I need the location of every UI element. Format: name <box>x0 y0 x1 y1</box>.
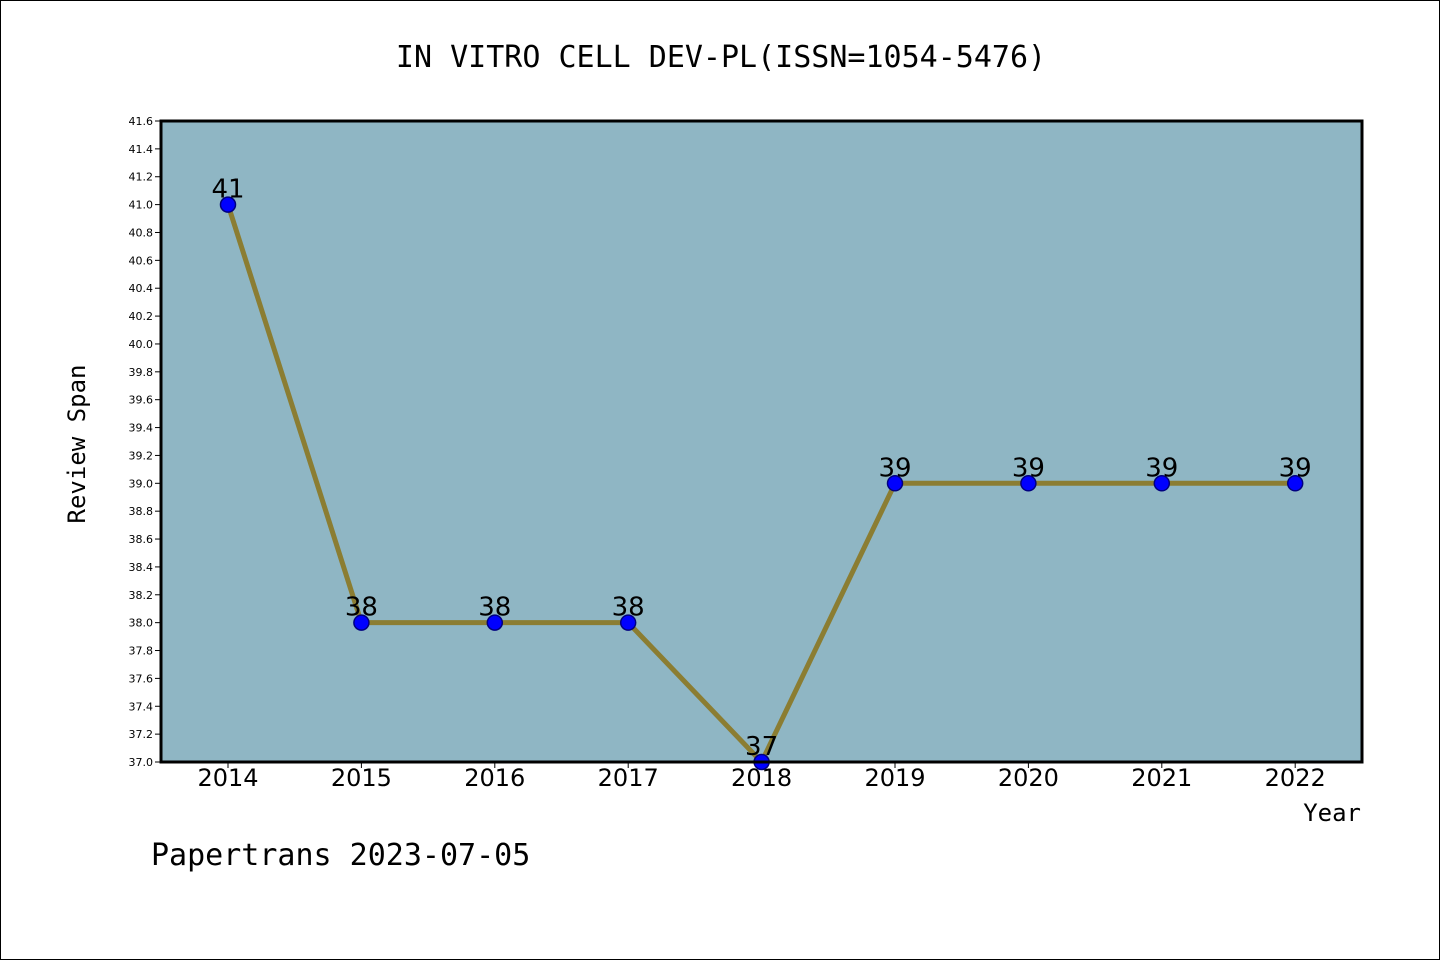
data-label: 39 <box>1012 453 1045 483</box>
data-label: 39 <box>878 453 911 483</box>
y-tick-label: 37.2 <box>129 728 154 741</box>
y-tick-label: 37.8 <box>129 645 154 658</box>
data-point <box>619 614 637 631</box>
data-label: 39 <box>1145 453 1178 483</box>
y-tick-label: 39.0 <box>129 477 154 490</box>
y-tick-label: 40.6 <box>129 254 154 267</box>
y-tick-label: 40.0 <box>129 338 154 351</box>
x-tick-label: 2017 <box>598 764 659 792</box>
plot-border <box>159 119 1364 764</box>
y-tick-label: 38.8 <box>129 505 154 518</box>
y-tick-label: 39.8 <box>129 366 154 379</box>
y-tick-label: 41.6 <box>129 115 154 128</box>
data-label: 38 <box>478 593 511 623</box>
y-tick-label: 38.2 <box>129 589 154 602</box>
x-tick-label: 2022 <box>1265 764 1326 792</box>
y-tick-label: 40.8 <box>129 226 154 239</box>
data-point <box>886 475 904 492</box>
y-tick-label: 37.4 <box>129 700 154 713</box>
y-tick-label: 37.0 <box>129 756 154 769</box>
x-axis-label: Year <box>1303 799 1361 827</box>
x-tick-label: 2019 <box>864 764 925 792</box>
y-tick-label: 41.4 <box>129 143 154 156</box>
data-label: 39 <box>1279 453 1312 483</box>
data-label: 38 <box>612 593 645 623</box>
x-tick-label: 2016 <box>464 764 525 792</box>
y-axis: 37.0 37.2 37.4 37.6 37.8 38.0 38.2 38.4 38.6 38.8… <box>129 115 161 769</box>
x-tick-label: 2021 <box>1131 764 1192 792</box>
footer-credit: Papertrans 2023-07-05 <box>151 838 530 873</box>
y-tick-label: 40.2 <box>129 310 154 323</box>
y-tick-label: 41.0 <box>129 199 154 212</box>
y-tick-label: 41.2 <box>129 171 154 184</box>
data-label: 38 <box>345 593 378 623</box>
data-point <box>1286 475 1304 492</box>
data-point <box>1153 475 1171 492</box>
y-tick-label: 37.6 <box>129 672 154 685</box>
data-point <box>219 196 237 213</box>
data-point <box>353 614 370 631</box>
data-point <box>486 614 504 631</box>
x-tick-label: 2014 <box>197 764 258 792</box>
y-tick-label: 38.0 <box>129 617 154 630</box>
chart-title: IN VITRO CELL DEV-PL(ISSN=1054-5476) <box>396 40 1046 75</box>
x-tick-label: 2020 <box>998 764 1059 792</box>
y-tick-label: 39.4 <box>129 422 154 435</box>
data-point <box>1020 475 1037 492</box>
data-label: 41 <box>211 175 244 205</box>
y-tick-label: 38.4 <box>129 561 154 574</box>
y-axis-label: Review Span <box>63 365 91 524</box>
y-tick-label: 39.6 <box>129 394 154 407</box>
data-points <box>219 196 1304 771</box>
data-labels: 41 38 38 38 37 39 39 39 39 <box>211 175 1311 762</box>
y-tick-label: 39.2 <box>129 449 154 462</box>
x-axis: 2014 2015 2016 2017 2018 2019 2020 2021 2022 <box>197 762 1326 792</box>
x-tick-label: 2015 <box>331 764 392 792</box>
plot-area <box>161 121 1362 762</box>
y-tick-label: 40.4 <box>129 282 154 295</box>
y-tick-label: 38.6 <box>129 533 154 546</box>
data-label: 37 <box>745 732 778 762</box>
